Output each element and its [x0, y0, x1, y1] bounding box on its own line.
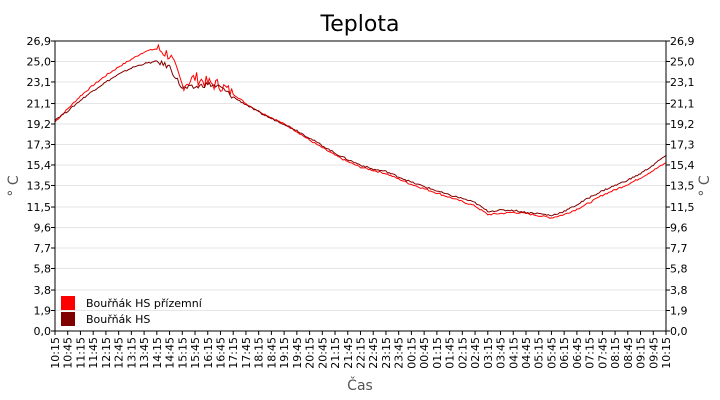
y-tick-label-right: 17,3	[670, 138, 695, 151]
y-tick-label-right: 21,1	[670, 98, 695, 111]
x-tick-label: 08:15	[609, 337, 622, 369]
legend-swatch	[61, 296, 75, 310]
x-tick-label: 16:15	[202, 337, 215, 369]
x-tick-label: 20:15	[304, 337, 317, 369]
x-tick-label: 17:45	[240, 337, 253, 369]
x-tick-label: 22:45	[367, 337, 380, 369]
x-ticks: 10:15 10:45 11:15 11:45 12:15 12:45 13:15 13:45…	[49, 331, 673, 369]
x-tick-label: 18:15	[253, 337, 266, 369]
y-ticks-right: 0,0 1,9 3,8 5,8 7,7 9,6 11,5 13,5 15,4 17,3 19,2 21…	[666, 35, 695, 338]
x-tick-label: 09:15	[635, 337, 648, 369]
x-tick-label: 01:45	[444, 337, 457, 369]
x-tick-label: 04:45	[520, 337, 533, 369]
x-tick-label: 03:45	[495, 337, 508, 369]
x-tick-label: 13:45	[138, 337, 151, 369]
x-tick-label: 17:15	[227, 337, 240, 369]
y-tick-label-left: 9,6	[34, 222, 52, 235]
x-tick-label: 05:45	[545, 337, 558, 369]
series-line-1	[54, 59, 667, 217]
y-axis-label-right: ° C	[697, 175, 713, 196]
y-tick-label-left: 15,4	[27, 159, 52, 172]
grid-lines	[55, 40, 666, 332]
legend-label: Bouřňák HS	[86, 313, 150, 326]
y-tick-label-left: 26,9	[27, 35, 52, 48]
y-tick-label-left: 5,8	[34, 262, 52, 275]
legend: Bouřňák HS přízemní Bouřňák HS	[61, 296, 203, 326]
y-tick-label-left: 1,9	[34, 305, 52, 318]
y-tick-label-right: 15,4	[670, 159, 695, 172]
y-tick-label-left: 13,5	[27, 179, 52, 192]
plot-area-border	[54, 40, 667, 332]
y-tick-label-right: 26,9	[670, 35, 695, 48]
y-tick-label-right: 23,1	[670, 76, 695, 89]
y-tick-label-left: 23,1	[27, 76, 52, 89]
x-tick-label: 04:15	[507, 337, 520, 369]
series-line-0	[54, 43, 667, 219]
x-tick-label: 20:45	[316, 337, 329, 369]
y-tick-label-left: 21,1	[27, 98, 52, 111]
x-tick-label: 01:15	[431, 337, 444, 369]
x-tick-label: 07:15	[584, 337, 597, 369]
x-tick-label: 03:15	[482, 337, 495, 369]
x-tick-label: 06:15	[558, 337, 571, 369]
y-tick-label-right: 25,0	[670, 55, 695, 68]
y-tick-label-left: 3,8	[34, 284, 52, 297]
y-tick-label-left: 11,5	[27, 201, 52, 214]
x-tick-label: 09:45	[647, 337, 660, 369]
x-tick-label: 16:45	[214, 337, 227, 369]
x-tick-label: 19:45	[291, 337, 304, 369]
x-tick-label: 21:15	[329, 337, 342, 369]
y-tick-label-right: 5,8	[670, 262, 688, 275]
x-tick-label: 23:45	[393, 337, 406, 369]
chart-title: Teplota	[320, 12, 400, 37]
y-tick-label-right: 11,5	[670, 201, 695, 214]
x-tick-label: 23:15	[380, 337, 393, 369]
y-tick-label-right: 7,7	[670, 242, 688, 255]
x-tick-label: 11:45	[87, 337, 100, 369]
y-axis-label-left: ° C	[6, 175, 22, 196]
legend-swatch	[61, 312, 75, 326]
x-tick-label: 07:45	[596, 337, 609, 369]
x-tick-label: 06:45	[571, 337, 584, 369]
y-tick-label-right: 13,5	[670, 179, 695, 192]
x-tick-label: 05:15	[533, 337, 546, 369]
y-ticks-left: 0,0 1,9 3,8 5,8 7,7 9,6 11,5 13,5 15,4 17,3 19,2 21…	[27, 35, 55, 338]
series-lines	[54, 43, 667, 219]
x-tick-label: 02:15	[456, 337, 469, 369]
x-tick-label: 12:45	[113, 337, 126, 369]
x-axis-label: Čas	[347, 376, 373, 394]
x-tick-label: 15:15	[176, 337, 189, 369]
y-tick-label-left: 0,0	[34, 325, 52, 338]
x-tick-label: 14:15	[151, 337, 164, 369]
x-tick-label: 00:45	[418, 337, 431, 369]
x-tick-label: 19:15	[278, 337, 291, 369]
x-tick-label: 11:15	[74, 337, 87, 369]
y-tick-label-left: 7,7	[34, 242, 52, 255]
x-tick-label: 21:45	[342, 337, 355, 369]
y-tick-label-left: 25,0	[27, 55, 52, 68]
y-tick-label-left: 17,3	[27, 138, 52, 151]
x-tick-label: 13:15	[125, 337, 138, 369]
x-tick-label: 10:45	[62, 337, 75, 369]
legend-label: Bouřňák HS přízemní	[86, 297, 203, 310]
x-tick-label: 10:15	[660, 337, 673, 369]
x-tick-label: 08:45	[622, 337, 635, 369]
y-tick-label-left: 19,2	[27, 118, 52, 131]
y-tick-label-right: 0,0	[670, 325, 688, 338]
x-tick-label: 18:45	[265, 337, 278, 369]
x-tick-label: 15:45	[189, 337, 202, 369]
x-tick-label: 22:15	[355, 337, 368, 369]
x-tick-label: 12:15	[100, 337, 113, 369]
y-tick-label-right: 1,9	[670, 305, 688, 318]
y-tick-label-right: 3,8	[670, 284, 688, 297]
x-tick-label: 02:45	[469, 337, 482, 369]
x-tick-label: 10:15	[49, 337, 62, 369]
x-tick-label: 00:15	[405, 337, 418, 369]
y-tick-label-right: 19,2	[670, 118, 695, 131]
x-tick-label: 14:45	[164, 337, 177, 369]
y-tick-label-right: 9,6	[670, 222, 688, 235]
